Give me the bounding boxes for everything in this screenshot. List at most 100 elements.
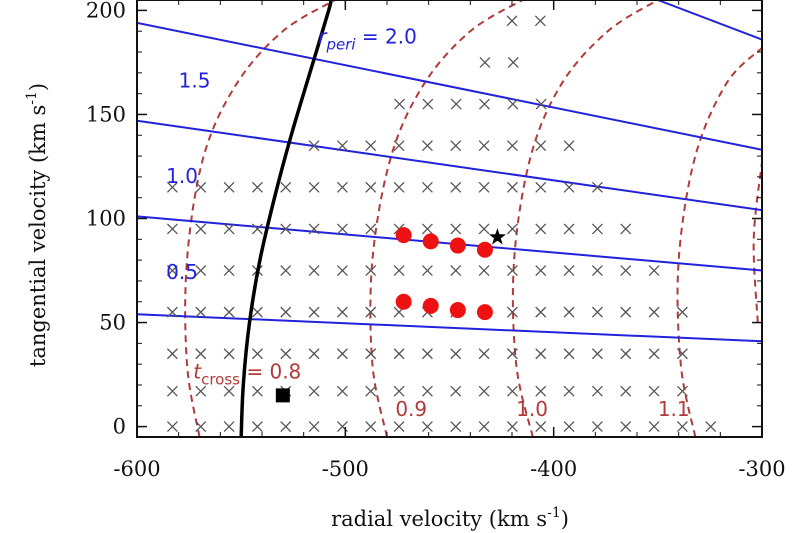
grid-cross: [479, 98, 490, 110]
y-tick-label: 200: [86, 0, 126, 22]
grid-cross: [591, 223, 603, 235]
grid-cross: [676, 348, 688, 360]
grid-cross: [421, 181, 433, 193]
grid-cross: [394, 98, 405, 110]
y-tick-label: 150: [86, 102, 126, 126]
rperi-line-2: [137, 119, 762, 212]
grid-cross: [506, 385, 518, 397]
tcross-curve-2: [511, 0, 659, 437]
grid-cross: [336, 265, 348, 276]
grid-cross: [421, 223, 433, 235]
grid-cross: [507, 98, 519, 110]
grid-cross: [223, 223, 235, 235]
grid-cross: [251, 306, 263, 318]
grid-cross: [195, 306, 207, 318]
grid-cross: [365, 140, 377, 152]
grid-cross: [591, 306, 603, 318]
grid-cross: [648, 265, 660, 276]
grid-cross: [308, 421, 320, 433]
red-point: [476, 304, 493, 321]
grid-cross: [506, 181, 518, 193]
grid-cross: [308, 385, 320, 397]
grid-cross: [506, 15, 518, 27]
grid-cross: [563, 306, 575, 318]
square-point: [275, 388, 290, 403]
grid-cross: [365, 223, 377, 235]
red-point: [449, 302, 466, 319]
rperi-line-4: [657, 0, 762, 41]
grid-cross: [563, 385, 575, 397]
grid-cross: [535, 223, 547, 235]
grid-cross: [591, 265, 603, 276]
grid-cross: [365, 265, 377, 276]
markers: [275, 227, 506, 403]
red-point: [395, 227, 412, 244]
grid-cross: [251, 223, 263, 235]
grid-cross: [336, 306, 348, 318]
grid-cross: [620, 385, 632, 397]
tcross-label-1.0: 1.0: [516, 397, 548, 421]
grid-cross: [535, 421, 547, 433]
x-tick-label: -300: [738, 457, 785, 481]
grid-cross: [648, 385, 660, 397]
grid-cross: [365, 421, 377, 433]
grid-cross: [166, 181, 178, 193]
grid-cross: [535, 306, 547, 318]
grid-cross: [507, 56, 519, 68]
grid-cross: [166, 223, 178, 235]
grid-cross: [195, 181, 207, 193]
grid-cross: [365, 181, 377, 193]
grid-cross: [648, 306, 660, 318]
grid-cross: [450, 421, 462, 433]
tcross-curve-4: [752, 162, 762, 323]
grid-cross: [705, 421, 717, 433]
grid-cross: [478, 385, 490, 397]
grid-cross: [280, 348, 292, 360]
grid-cross: [308, 306, 320, 318]
grid-cross: [506, 421, 518, 433]
boundary-curve: [239, 0, 333, 437]
grid-cross: [223, 348, 235, 360]
grid-cross: [563, 421, 575, 433]
grid-cross: [308, 265, 320, 276]
grid-cross: [591, 181, 603, 193]
grid-cross: [450, 181, 462, 193]
grid-cross: [563, 265, 575, 276]
grid-cross: [195, 223, 207, 235]
grid-cross: [620, 265, 632, 276]
grid-cross: [393, 348, 405, 360]
rperi-lines: [137, 0, 762, 343]
grid-cross: [450, 385, 462, 397]
grid-cross: [308, 348, 320, 360]
grid-cross: [450, 98, 462, 110]
grid-cross: [251, 181, 263, 193]
grid-cross: [280, 421, 292, 433]
grid-cross: [535, 265, 547, 276]
red-point: [395, 293, 412, 310]
tcross-label-1.1: 1.1: [658, 397, 690, 421]
grid-cross: [336, 385, 348, 397]
grid-cross: [676, 385, 688, 397]
grid-cross: [676, 306, 688, 318]
tcross-label-0.8: tcross = 0.8: [193, 360, 301, 389]
rperi-label-2.0: rperi = 2.0: [318, 25, 417, 54]
grid-cross: [365, 348, 377, 360]
grid-cross: [223, 265, 235, 276]
grid-cross: [166, 265, 178, 276]
y-tick-label: 100: [86, 207, 126, 231]
grid-cross: [535, 181, 547, 193]
grid-cross: [393, 181, 405, 193]
boundary-curve-line: [239, 0, 333, 437]
grid-cross: [563, 181, 575, 193]
x-axis-title: radial velocity (km s-1): [331, 505, 569, 531]
grid-cross: [280, 223, 292, 235]
grid-cross: [336, 223, 348, 235]
grid-cross: [422, 98, 434, 110]
grid-cross: [506, 140, 518, 152]
tcross-curve-0: [184, 0, 336, 437]
grid-cross: [166, 306, 178, 318]
grid-cross: [478, 223, 490, 235]
grid-cross: [563, 223, 575, 235]
grid-cross: [421, 421, 433, 433]
